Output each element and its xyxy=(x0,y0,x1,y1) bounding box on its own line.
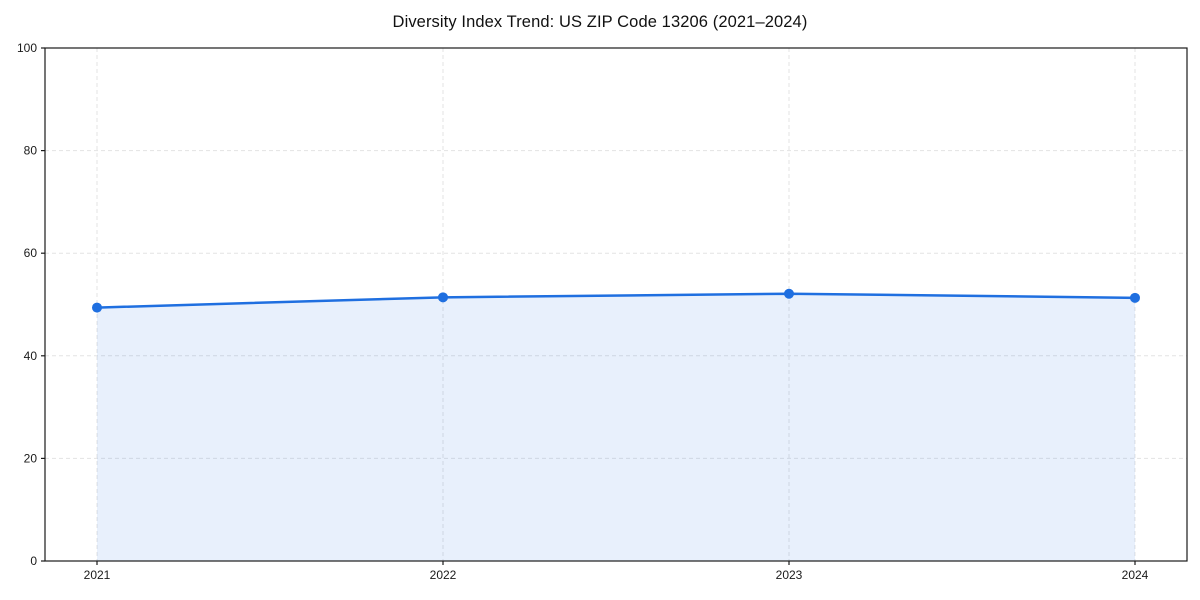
y-tick-label: 20 xyxy=(24,451,38,465)
y-tick-label: 80 xyxy=(24,144,38,158)
y-tick-label: 0 xyxy=(30,554,37,568)
x-tick-label: 2023 xyxy=(776,568,803,582)
y-tick-label: 60 xyxy=(24,246,38,260)
data-point-marker xyxy=(784,288,794,299)
data-point-marker xyxy=(1130,292,1140,303)
trend-line xyxy=(95,292,1137,309)
data-point-marker xyxy=(438,292,448,303)
x-tick-label: 2021 xyxy=(84,568,111,582)
area-fill xyxy=(97,293,1135,561)
y-tick-label: 100 xyxy=(17,41,37,55)
x-tick-label: 2024 xyxy=(1122,568,1149,582)
plot-border xyxy=(44,47,1188,562)
y-tick-label: 40 xyxy=(24,349,38,363)
data-point-marker xyxy=(92,302,102,313)
x-tick-label: 2022 xyxy=(430,568,457,582)
chart-title: Diversity Index Trend: US ZIP Code 13206… xyxy=(392,13,808,31)
